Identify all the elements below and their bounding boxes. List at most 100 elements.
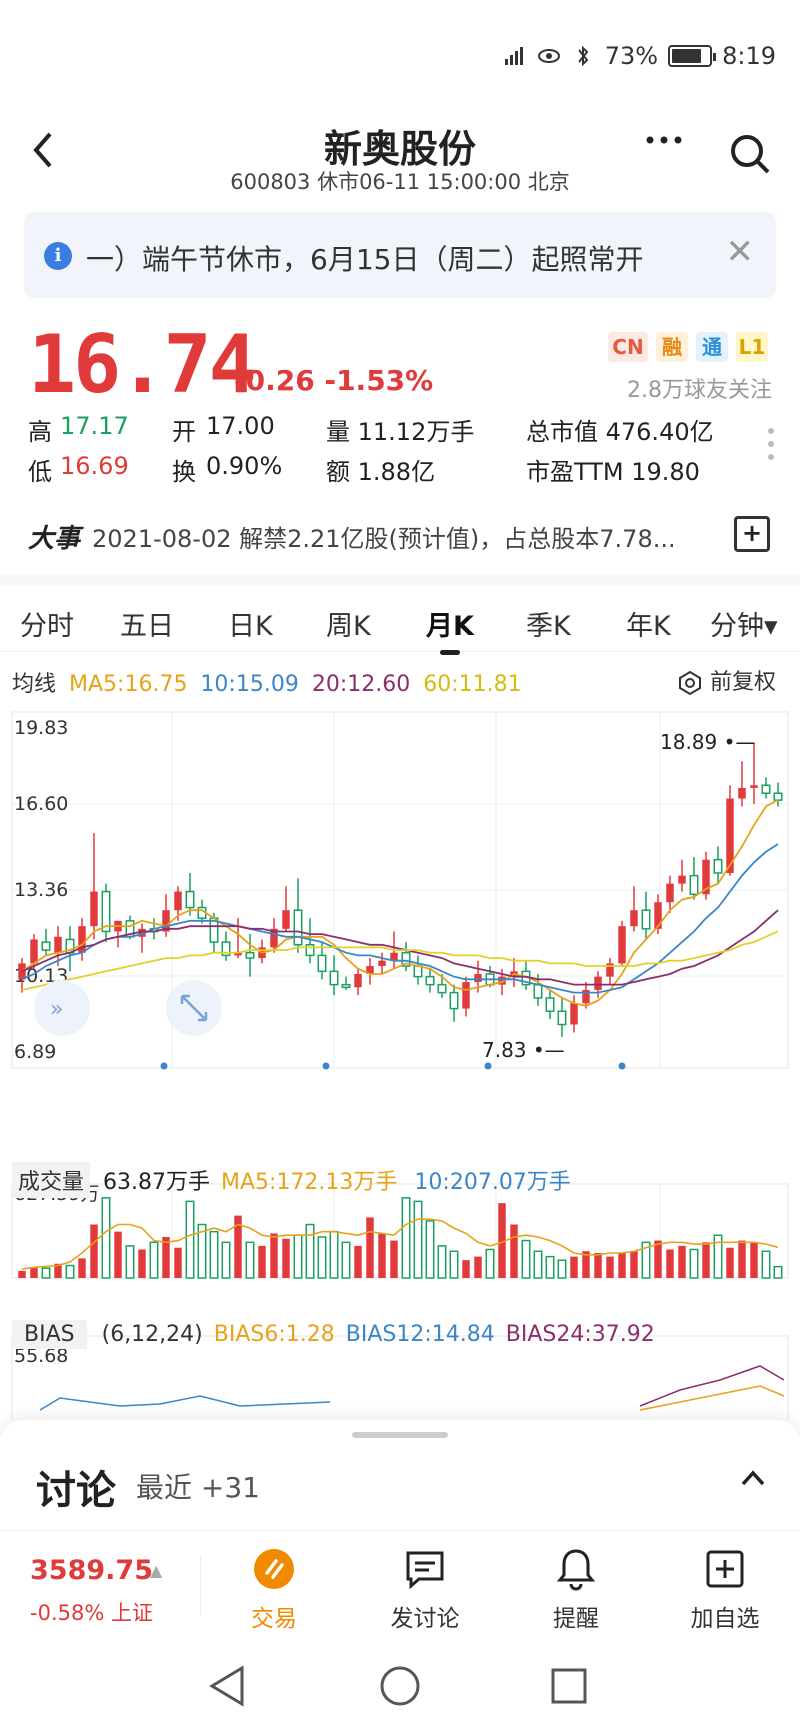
close-icon[interactable]: ✕ (725, 232, 755, 272)
candle-body (185, 890, 195, 909)
volume-bar (282, 1238, 290, 1278)
badge-cn[interactable]: CN (608, 332, 648, 362)
volume-bar (329, 1230, 339, 1279)
volume-bar (510, 1224, 518, 1278)
nav-home-icon[interactable] (380, 1666, 420, 1706)
volume-bar (90, 1224, 98, 1278)
expand-stats-icon[interactable] (768, 428, 776, 467)
restore-selector[interactable]: 前复权 (677, 664, 776, 696)
candle-body (761, 784, 771, 794)
tab-monthly-k[interactable]: 月K (426, 604, 474, 655)
info-icon: i (44, 242, 72, 270)
badge-level1[interactable]: L1 (736, 332, 768, 362)
candle-body (138, 928, 146, 937)
volume-bar (162, 1237, 170, 1278)
candle-body (630, 910, 638, 927)
volume-bar (197, 1223, 207, 1279)
volume-bar (702, 1242, 710, 1278)
ma-label: 均线 (12, 672, 57, 697)
volume-bar (582, 1251, 590, 1278)
event-label: 大事 (28, 524, 81, 554)
chevron-up-icon[interactable] (740, 1462, 766, 1495)
search-icon[interactable] (728, 132, 772, 176)
volume-bar (378, 1233, 386, 1278)
market-cap: 总市值 476.40亿 (526, 418, 714, 446)
amount-stat: 额 1.88亿 (326, 458, 436, 486)
volume-bar (630, 1251, 638, 1278)
high-price-label: 18.89 •— (660, 730, 755, 754)
event-row[interactable]: 大事 2021-08-02 解禁2.21亿股(预计值)，占总股本7.78... (28, 518, 768, 558)
volume-bar (18, 1270, 26, 1278)
volume-bar (533, 1250, 543, 1279)
index-change[interactable]: -0.58% 上证 (30, 1601, 153, 1625)
bluetooth-icon (571, 45, 595, 67)
alert-button[interactable]: 提醒 (516, 1547, 636, 1633)
volume-bar (738, 1240, 746, 1278)
y-tick-label: 6.89 (14, 1041, 56, 1063)
candle-body (366, 966, 374, 975)
volume-bar (462, 1260, 470, 1278)
tab-intraday[interactable]: 分时 (20, 611, 74, 642)
candle-body (702, 859, 710, 895)
calendar-add-icon[interactable]: + (734, 516, 770, 552)
candle-body (606, 963, 614, 977)
volume-bar (54, 1263, 62, 1278)
post-discussion-button[interactable]: 发讨论 (365, 1547, 485, 1633)
battery-percent: 73% (604, 42, 659, 70)
volume-bar (678, 1245, 686, 1278)
turnover-label: 换 (172, 458, 196, 486)
y-tick-label: 16.60 (14, 793, 68, 815)
candle-body (221, 941, 231, 957)
volume-bar (65, 1264, 75, 1279)
badge-margin[interactable]: 融 (656, 332, 688, 362)
tab-quarterly-k[interactable]: 季K (526, 611, 571, 642)
index-triangle-icon: ▲ (150, 1561, 163, 1580)
bias-label: BIAS (12, 1320, 87, 1349)
nav-recent-icon[interactable] (551, 1668, 587, 1704)
tab-weekly-k[interactable]: 周K (326, 611, 371, 642)
page-header: 新奥股份 600803 休市06-11 15:00:00 北京 (0, 110, 800, 200)
trade-button[interactable]: 交易 (214, 1547, 334, 1633)
volume-bar (437, 1245, 447, 1279)
volume-bar (258, 1245, 266, 1278)
discussion-sheet[interactable]: 讨论 最近 +31 (0, 1420, 800, 1530)
more-icon[interactable] (644, 120, 684, 169)
tab-five-day[interactable]: 五日 (120, 611, 174, 642)
candle-body (282, 910, 290, 929)
tab-minute[interactable]: 分钟▾ (710, 611, 778, 642)
tab-yearly-k[interactable]: 年K (626, 611, 671, 642)
battery-icon (668, 45, 717, 67)
time-marker-dot (160, 1062, 168, 1070)
ma20-value: 20:12.60 (311, 672, 411, 697)
candle-body (750, 785, 758, 788)
ma-legend: 均线 MA5:16.75 10:15.09 20:12.60 60:11.81 (12, 666, 522, 698)
volume-bar (594, 1253, 602, 1278)
turnover-value: 0.90% (206, 452, 283, 480)
drag-handle[interactable] (352, 1432, 448, 1438)
candle-body (54, 936, 62, 953)
nav-back-icon[interactable] (209, 1665, 244, 1707)
candle-body (341, 983, 351, 989)
badge-connect[interactable]: 通 (696, 332, 728, 362)
badge-group: CN 融 通 L1 (608, 332, 768, 362)
back-arrow-icon[interactable] (28, 128, 58, 183)
status-time: 8:19 (722, 42, 776, 70)
candle-body (474, 974, 482, 982)
notice-banner[interactable]: i 一）端午节休市，6月15日（周二）起照常开 ✕ (24, 212, 776, 298)
stats-row-1: 高 17.17 开 17.00 量 11.12万手 总市值 476.40亿 (28, 412, 748, 452)
volume-bar (521, 1239, 531, 1279)
candle-body (293, 909, 303, 946)
ma10-value: 10:15.09 (200, 672, 299, 697)
stock-code-status: 600803 休市06-11 15:00:00 北京 (230, 170, 570, 194)
candle-body (498, 976, 506, 985)
trade-icon (252, 1547, 296, 1591)
index-value[interactable]: 3589.75 (30, 1555, 153, 1586)
volume-bar (293, 1234, 303, 1279)
volume-bar (138, 1249, 146, 1278)
volume-bar (245, 1241, 255, 1279)
candle-body (234, 952, 242, 956)
add-watchlist-button[interactable]: 加自选 (665, 1547, 785, 1633)
volume-bar (545, 1255, 555, 1279)
tab-daily-k[interactable]: 日K (228, 611, 273, 642)
